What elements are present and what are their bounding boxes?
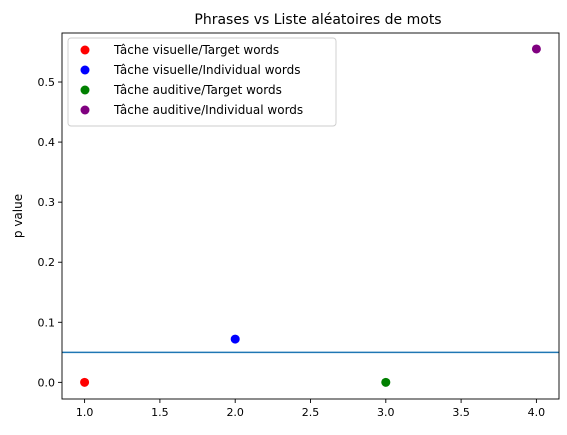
y-tick-label: 0.1 xyxy=(38,316,56,329)
data-point xyxy=(381,377,391,387)
x-tick-label: 2.5 xyxy=(302,406,320,419)
data-point xyxy=(80,377,90,387)
y-axis: 0.0 0.1 0.2 0.3 0.4 0.5 xyxy=(38,76,62,389)
y-tick-label: 0.4 xyxy=(38,136,56,149)
y-tick-label: 0.2 xyxy=(38,256,56,269)
y-tick-label: 0.5 xyxy=(38,76,56,89)
x-tick-label: 1.5 xyxy=(151,406,169,419)
x-tick-label: 2.0 xyxy=(226,406,244,419)
data-point xyxy=(230,334,240,344)
x-tick-label: 4.0 xyxy=(528,406,546,419)
legend-marker xyxy=(80,105,90,115)
x-axis: 1.0 1.5 2.0 2.5 3.0 3.5 4.0 xyxy=(76,399,545,419)
legend-label: Tâche visuelle/Individual words xyxy=(113,63,300,77)
y-tick-label: 0.0 xyxy=(38,376,56,389)
legend-marker xyxy=(80,85,90,95)
legend-marker xyxy=(80,45,90,55)
legend: Tâche visuelle/Target words Tâche visuell… xyxy=(67,37,337,127)
plot-area xyxy=(62,44,559,387)
legend-marker xyxy=(80,65,90,75)
y-tick-label: 0.3 xyxy=(38,196,56,209)
data-point xyxy=(531,44,541,54)
legend-label: Tâche auditive/Target words xyxy=(113,83,282,97)
legend-box xyxy=(67,37,337,127)
x-tick-label: 1.0 xyxy=(76,406,94,419)
x-tick-label: 3.0 xyxy=(377,406,395,419)
y-axis-label: p value xyxy=(11,194,25,238)
legend-label: Tâche visuelle/Target words xyxy=(113,43,279,57)
legend-label: Tâche auditive/Individual words xyxy=(113,103,303,117)
x-tick-label: 3.5 xyxy=(452,406,470,419)
chart-title: Phrases vs Liste aléatoires de mots xyxy=(194,12,441,28)
